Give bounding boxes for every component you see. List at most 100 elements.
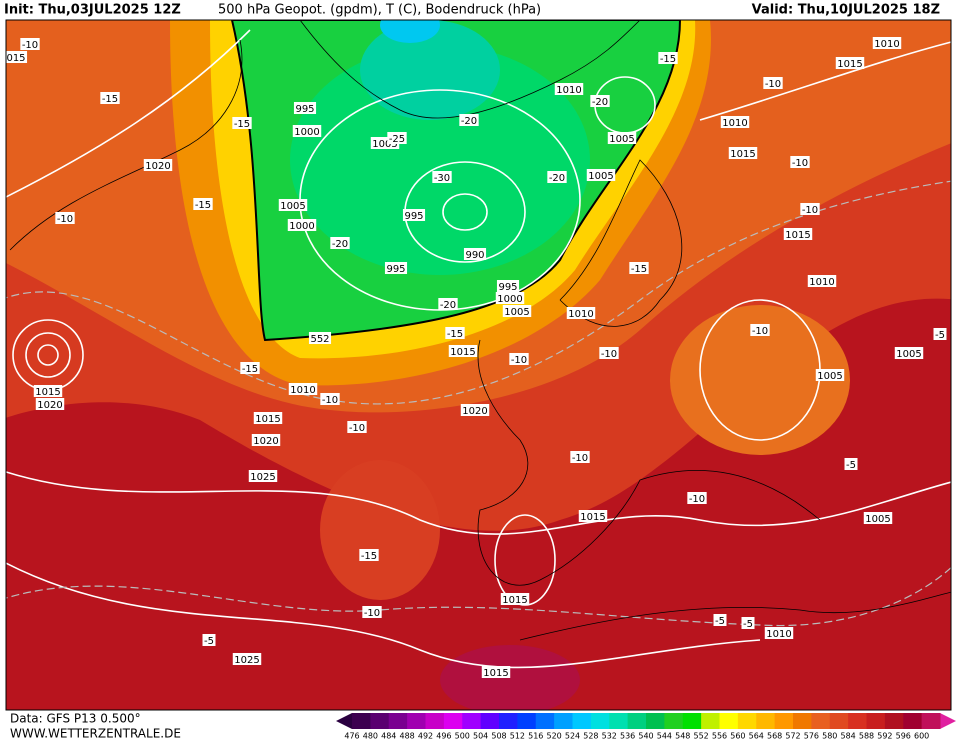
contour-label-box (764, 627, 794, 639)
contour-label: -20 (440, 300, 456, 311)
contour-label-box (459, 114, 479, 126)
colorbar-swatch (682, 713, 702, 729)
contour-label: -15 (660, 54, 676, 65)
contour-label: 1005 (817, 371, 842, 382)
temp-area (290, 45, 590, 275)
colorbar-label: 572 (785, 732, 800, 741)
colorbar-swatch (719, 713, 739, 729)
contour-label: -10 (511, 355, 527, 366)
contour-label: -15 (234, 119, 250, 130)
colorbar-swatch (829, 713, 849, 729)
temp-area (380, 20, 440, 43)
colorbar-swatch (903, 713, 923, 729)
contour-label: -15 (102, 94, 118, 105)
colorbar-swatch (443, 713, 463, 729)
contour-label-box (835, 57, 865, 69)
contour-label: 015 (6, 53, 25, 64)
contour-label: 1010 (568, 309, 593, 320)
contour-label-box (720, 116, 750, 128)
colorbar-label: 584 (840, 732, 855, 741)
colorbar-arrow (940, 713, 956, 729)
contour-label-box (362, 606, 382, 618)
contour-label: -10 (22, 40, 38, 51)
colorbar-swatch (737, 713, 757, 729)
colorbar-label: 492 (418, 732, 433, 741)
contour-label: 1015 (502, 595, 527, 606)
map-title: 500 hPa Geopot. (gpdm), T (C), Bodendruc… (218, 3, 541, 18)
contour-label-box (629, 262, 649, 274)
colorbar-swatch (554, 713, 573, 729)
data-source: Data: GFS P13 0.500° (10, 712, 141, 726)
colorbar-swatch (627, 713, 647, 729)
contour-label: -20 (592, 97, 608, 108)
colorbar-swatch (609, 713, 629, 729)
colorbar-label: 496 (436, 732, 451, 741)
temp-area (440, 645, 580, 710)
contour-labels: 10101015-15-101010-209951000-15-15-10015… (6, 37, 947, 679)
contour-label-box (251, 434, 281, 446)
contour-label-box (402, 209, 426, 221)
contour-label-box (248, 470, 278, 482)
colorbar-label: 504 (473, 732, 488, 741)
contour-label: 1020 (145, 161, 170, 172)
contour-label-box (6, 51, 28, 63)
init-time: Init: Thu,03JUL2025 12Z (4, 3, 181, 18)
contour-label: -10 (752, 326, 768, 337)
contour-label: 1025 (250, 472, 275, 483)
colorbar-label: 524 (565, 732, 580, 741)
contour-label-box (554, 83, 584, 95)
contour-label: 995 (295, 104, 314, 115)
contour-label-box (432, 171, 452, 183)
contour-label: -30 (434, 173, 450, 184)
colorbar-label: 596 (896, 732, 911, 741)
contour-label-box (844, 458, 858, 470)
contour-label-box (807, 275, 837, 287)
contour-label: -25 (389, 134, 405, 145)
contour-label-box (547, 171, 567, 183)
colorbar-swatch (866, 713, 886, 729)
contour-label: 995 (404, 211, 423, 222)
contour-label-box (863, 512, 893, 524)
colorbar-label: 512 (510, 732, 525, 741)
contour-label-box (308, 332, 332, 344)
contour-label-box (578, 510, 608, 522)
contour-label: -10 (601, 349, 617, 360)
colorbar-swatch (480, 713, 500, 729)
map: 10101015-15-101010-209951000-15-15-10015… (6, 20, 951, 710)
temp-area (360, 20, 500, 120)
contour-label-box (359, 549, 379, 561)
contour-label-box (800, 203, 820, 215)
contour-label-box (287, 219, 317, 231)
colorbar-swatch (848, 713, 867, 729)
colorbar-swatch (425, 713, 445, 729)
colorbar-label: 536 (620, 732, 635, 741)
contour-label-box (20, 38, 40, 50)
colorbar-swatch (701, 713, 720, 729)
contour-label-box (143, 159, 173, 171)
contour-label: -20 (461, 116, 477, 127)
contour-label-box (481, 666, 511, 678)
contour-label-box (607, 132, 637, 144)
contour-label-box (253, 412, 283, 424)
contour-label: 1005 (609, 134, 634, 145)
colorbar-swatch (646, 713, 665, 729)
contour-label: -5 (935, 330, 945, 341)
colorbar-label: 560 (730, 732, 745, 741)
contour-label-box (933, 328, 947, 340)
contour-label: 1020 (37, 400, 62, 411)
contour-label: -5 (204, 636, 214, 647)
contour-label: 1025 (234, 655, 259, 666)
colorbar-label: 480 (363, 732, 378, 741)
contour-label: -10 (572, 453, 588, 464)
contour-label: 1020 (253, 436, 278, 447)
contour-label: -10 (792, 158, 808, 169)
contour-label-box (463, 248, 487, 260)
contour-label: -5 (846, 460, 856, 471)
contour-label: 1015 (580, 512, 605, 523)
colorbar-label: 544 (657, 732, 672, 741)
colorbar-swatch (590, 713, 610, 729)
contour-label: 1015 (450, 347, 475, 358)
contour-label-box (240, 362, 260, 374)
colorbar-label: 568 (767, 732, 782, 741)
contour-label: 1015 (255, 414, 280, 425)
